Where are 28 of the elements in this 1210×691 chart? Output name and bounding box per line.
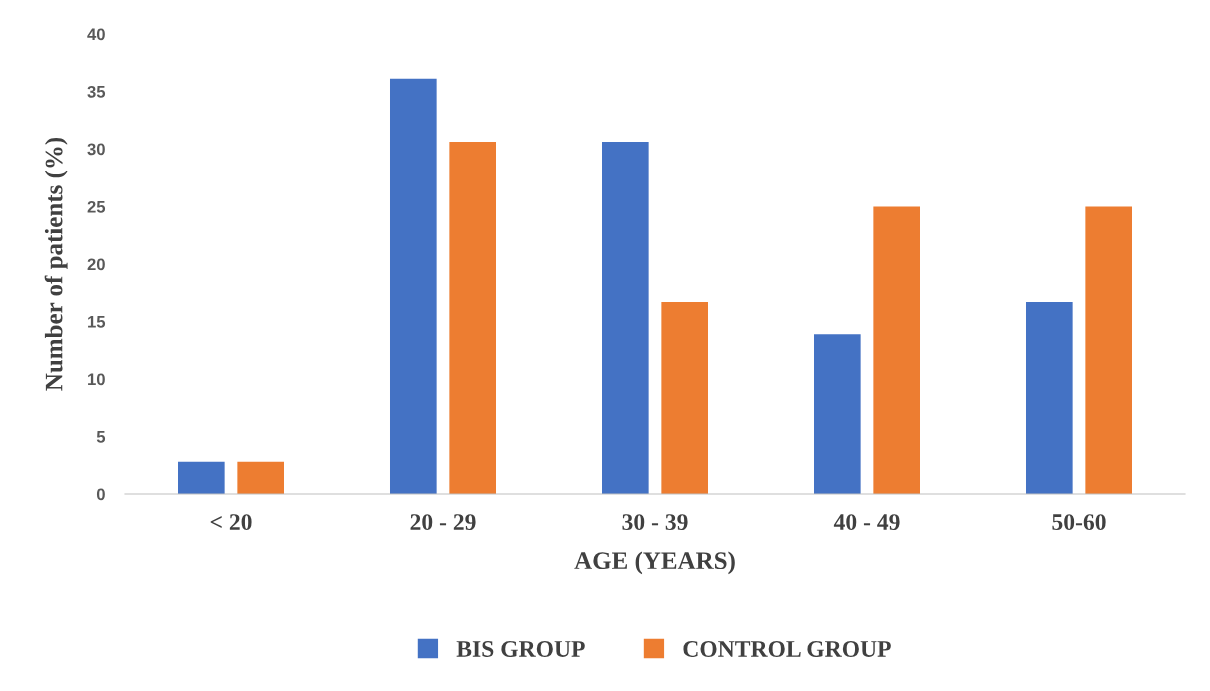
legend-label: BIS GROUP bbox=[456, 641, 585, 657]
x-tick-label: 20 - 29 bbox=[410, 514, 476, 531]
bar bbox=[178, 461, 225, 494]
y-axis-title: Number of patients (%) bbox=[44, 137, 68, 391]
bar bbox=[814, 334, 861, 494]
x-tick-label: < 20 bbox=[210, 514, 252, 531]
y-tick-label: 25 bbox=[87, 200, 106, 213]
y-tick-label: 20 bbox=[87, 258, 105, 271]
y-tick-label: 0 bbox=[96, 488, 105, 501]
bar bbox=[449, 142, 496, 494]
y-tick-label: 15 bbox=[88, 316, 106, 328]
bar bbox=[873, 206, 920, 494]
y-tick-label: 35 bbox=[87, 85, 106, 98]
y-tick-label: 5 bbox=[96, 431, 106, 443]
x-tick-label: 30 - 39 bbox=[622, 514, 688, 531]
bar bbox=[1085, 206, 1132, 494]
y-tick-label: 10 bbox=[88, 373, 105, 386]
bar bbox=[661, 301, 708, 494]
bar bbox=[237, 461, 284, 494]
y-tick-label: 40 bbox=[87, 28, 105, 41]
y-tick-label: 30 bbox=[87, 143, 105, 156]
x-tick-label: 40 - 49 bbox=[833, 514, 900, 531]
x-tick-label: 50-60 bbox=[1052, 514, 1106, 531]
bar bbox=[390, 78, 437, 494]
legend-label: CONTROL GROUP bbox=[683, 641, 891, 657]
bar bbox=[602, 142, 649, 494]
x-axis-title: AGE (YEARS) bbox=[574, 551, 735, 575]
bar bbox=[1026, 301, 1073, 494]
